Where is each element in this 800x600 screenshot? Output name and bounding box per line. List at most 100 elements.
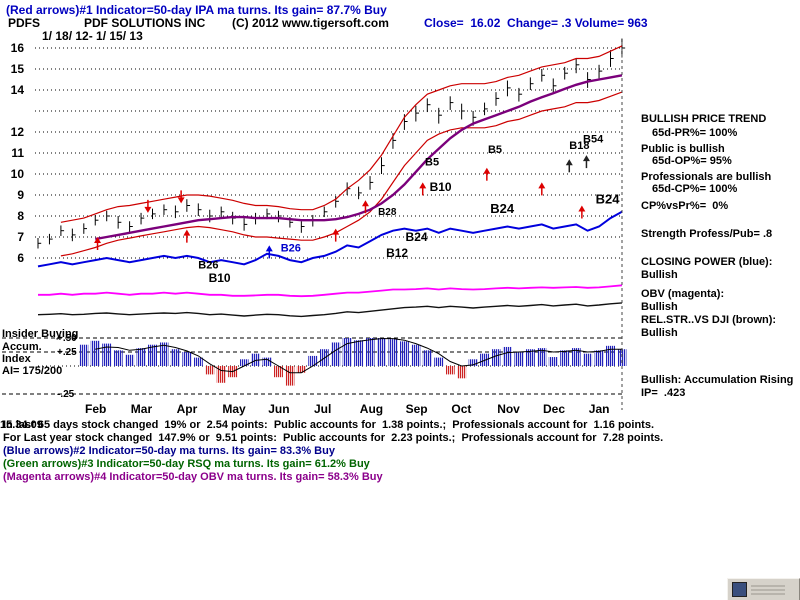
accum-bar	[342, 338, 352, 366]
footer-year-summary: For Last year stock changed 147.9% or 9.…	[3, 432, 664, 444]
buy-count-label: B10	[430, 180, 452, 194]
accum-bar	[205, 366, 215, 375]
signal-arrow-icon	[419, 182, 427, 189]
accum-bar	[583, 353, 593, 366]
price-tick-label: 16	[11, 41, 25, 55]
month-label: May	[222, 402, 246, 416]
hist-side-label: Insider Buying	[2, 328, 78, 340]
buy-count-label: B24	[596, 191, 621, 206]
accum-bar	[331, 342, 341, 366]
panel-65d-cp: 65d-CP%= 100%	[652, 183, 738, 195]
copyright-text: (C) 2012 www.tigersoft.com	[232, 16, 389, 30]
accum-bar	[388, 339, 398, 366]
signal-arrow-icon	[565, 159, 573, 166]
panel-cp-vs-pr: CP%vsPr%= 0%	[641, 200, 729, 212]
accum-bar	[365, 338, 375, 366]
accum-bar	[560, 350, 570, 366]
taskbar-fragment[interactable]	[727, 578, 800, 600]
panel-relstr-state: Bullish	[641, 327, 678, 339]
hist-side-label: AI= 175/200	[2, 365, 62, 377]
buy-count-label: B18	[569, 140, 589, 152]
quote-summary: Close= 16.02 Change= .3 Volume= 963	[424, 16, 648, 30]
panel-obv-title: OBV (magenta):	[641, 288, 725, 300]
accum-bar	[434, 357, 444, 366]
accum-bar	[125, 354, 135, 366]
buy-count-label: B5	[488, 144, 502, 156]
panel-public-bullish: Public is bullish	[641, 143, 725, 155]
price-tick-label: 14	[11, 83, 25, 97]
panel-ip-value: IP= .423	[641, 387, 686, 399]
accum-ma-line	[95, 338, 622, 374]
footer-magenta-arrows-line: (Magenta arrows)#4 Indicator=50-day OBV …	[3, 471, 383, 483]
signal-arrow-icon	[578, 205, 586, 212]
accum-bar	[262, 357, 272, 366]
month-label: Aug	[360, 402, 383, 416]
month-label: Mar	[131, 402, 153, 416]
panel-closing-power-state: Bullish	[641, 269, 678, 281]
price-tick-label: 9	[17, 188, 24, 202]
accum-bar	[216, 366, 226, 383]
accum-bar	[457, 366, 467, 379]
signal-arrow-icon	[538, 182, 546, 189]
accum-bar	[193, 357, 203, 366]
month-label: Feb	[85, 402, 106, 416]
tray-gripper	[751, 584, 785, 595]
accum-bar	[617, 349, 627, 366]
buy-count-label: B54	[583, 134, 604, 146]
lower-band-line	[60, 91, 623, 257]
hist-guide-label: +.50	[57, 333, 77, 344]
signal-arrow-icon	[265, 245, 273, 252]
tray-app-icon[interactable]	[732, 582, 747, 597]
signal-arrow-icon	[582, 155, 590, 162]
price-tick-label: 11	[11, 146, 24, 160]
accum-bar	[296, 366, 306, 373]
month-label: Jul	[314, 402, 331, 416]
buy-count-label: B5	[425, 157, 439, 169]
price-tick-label: 8	[17, 209, 24, 223]
obv-line	[38, 284, 623, 298]
accum-bar	[239, 359, 249, 366]
accum-bar	[491, 349, 501, 366]
accum-bar	[113, 350, 123, 366]
footer-65day-summary: In last 65 days stock changed 19% or 2.5…	[3, 419, 655, 431]
price-tick-label: 15	[11, 62, 25, 76]
accum-bar	[514, 352, 524, 366]
rel-strength-line	[37, 302, 623, 318]
panel-relstr-title: REL.STR..VS DJI (brown):	[641, 314, 777, 326]
accum-bar	[399, 341, 409, 366]
company-name: PDF SOLUTIONS INC	[84, 16, 206, 30]
upper-band-line	[60, 45, 623, 223]
footer-blue-arrows-line: (Blue arrows)#2 Indicator=50-day ma turn…	[3, 445, 335, 457]
accum-bar	[480, 353, 490, 366]
signal-arrow-icon	[483, 167, 491, 174]
ticker-symbol: PDFS	[8, 16, 41, 30]
accum-bar	[548, 357, 558, 366]
accum-bar	[182, 352, 192, 366]
accum-bar	[594, 350, 604, 366]
signal-arrow-icon	[94, 237, 102, 243]
accum-bar	[525, 349, 535, 366]
buy-count-label: B24	[490, 201, 515, 216]
accum-bar	[159, 342, 169, 366]
panel-obv-state: Bullish	[641, 301, 678, 313]
accum-bar	[251, 353, 261, 366]
month-label: Dec	[543, 402, 565, 416]
panel-65d-op: 65d-OP%= 95%	[652, 155, 732, 167]
buy-count-label: B10	[209, 271, 231, 285]
price-tick-label: 10	[11, 167, 25, 181]
accum-bar	[285, 366, 295, 386]
buy-count-label: B12	[386, 246, 408, 260]
panel-price-trend-title: BULLISH PRICE TREND	[641, 113, 767, 125]
buy-count-label: B28	[378, 207, 397, 218]
hist-side-label: Accum.	[2, 341, 42, 353]
accum-bar	[79, 344, 89, 366]
price-tick-label: 6	[17, 251, 24, 265]
month-label: Nov	[497, 402, 520, 416]
date-range: 1/ 18/ 12- 1/ 15/ 13	[42, 29, 143, 43]
panel-65d-pr: 65d-PR%= 100%	[652, 127, 738, 139]
hist-side-label: Index	[2, 353, 32, 365]
buy-count-label: B24	[406, 230, 428, 244]
signal-arrow-icon	[144, 206, 152, 213]
panel-closing-power-title: CLOSING POWER (blue):	[641, 256, 773, 268]
